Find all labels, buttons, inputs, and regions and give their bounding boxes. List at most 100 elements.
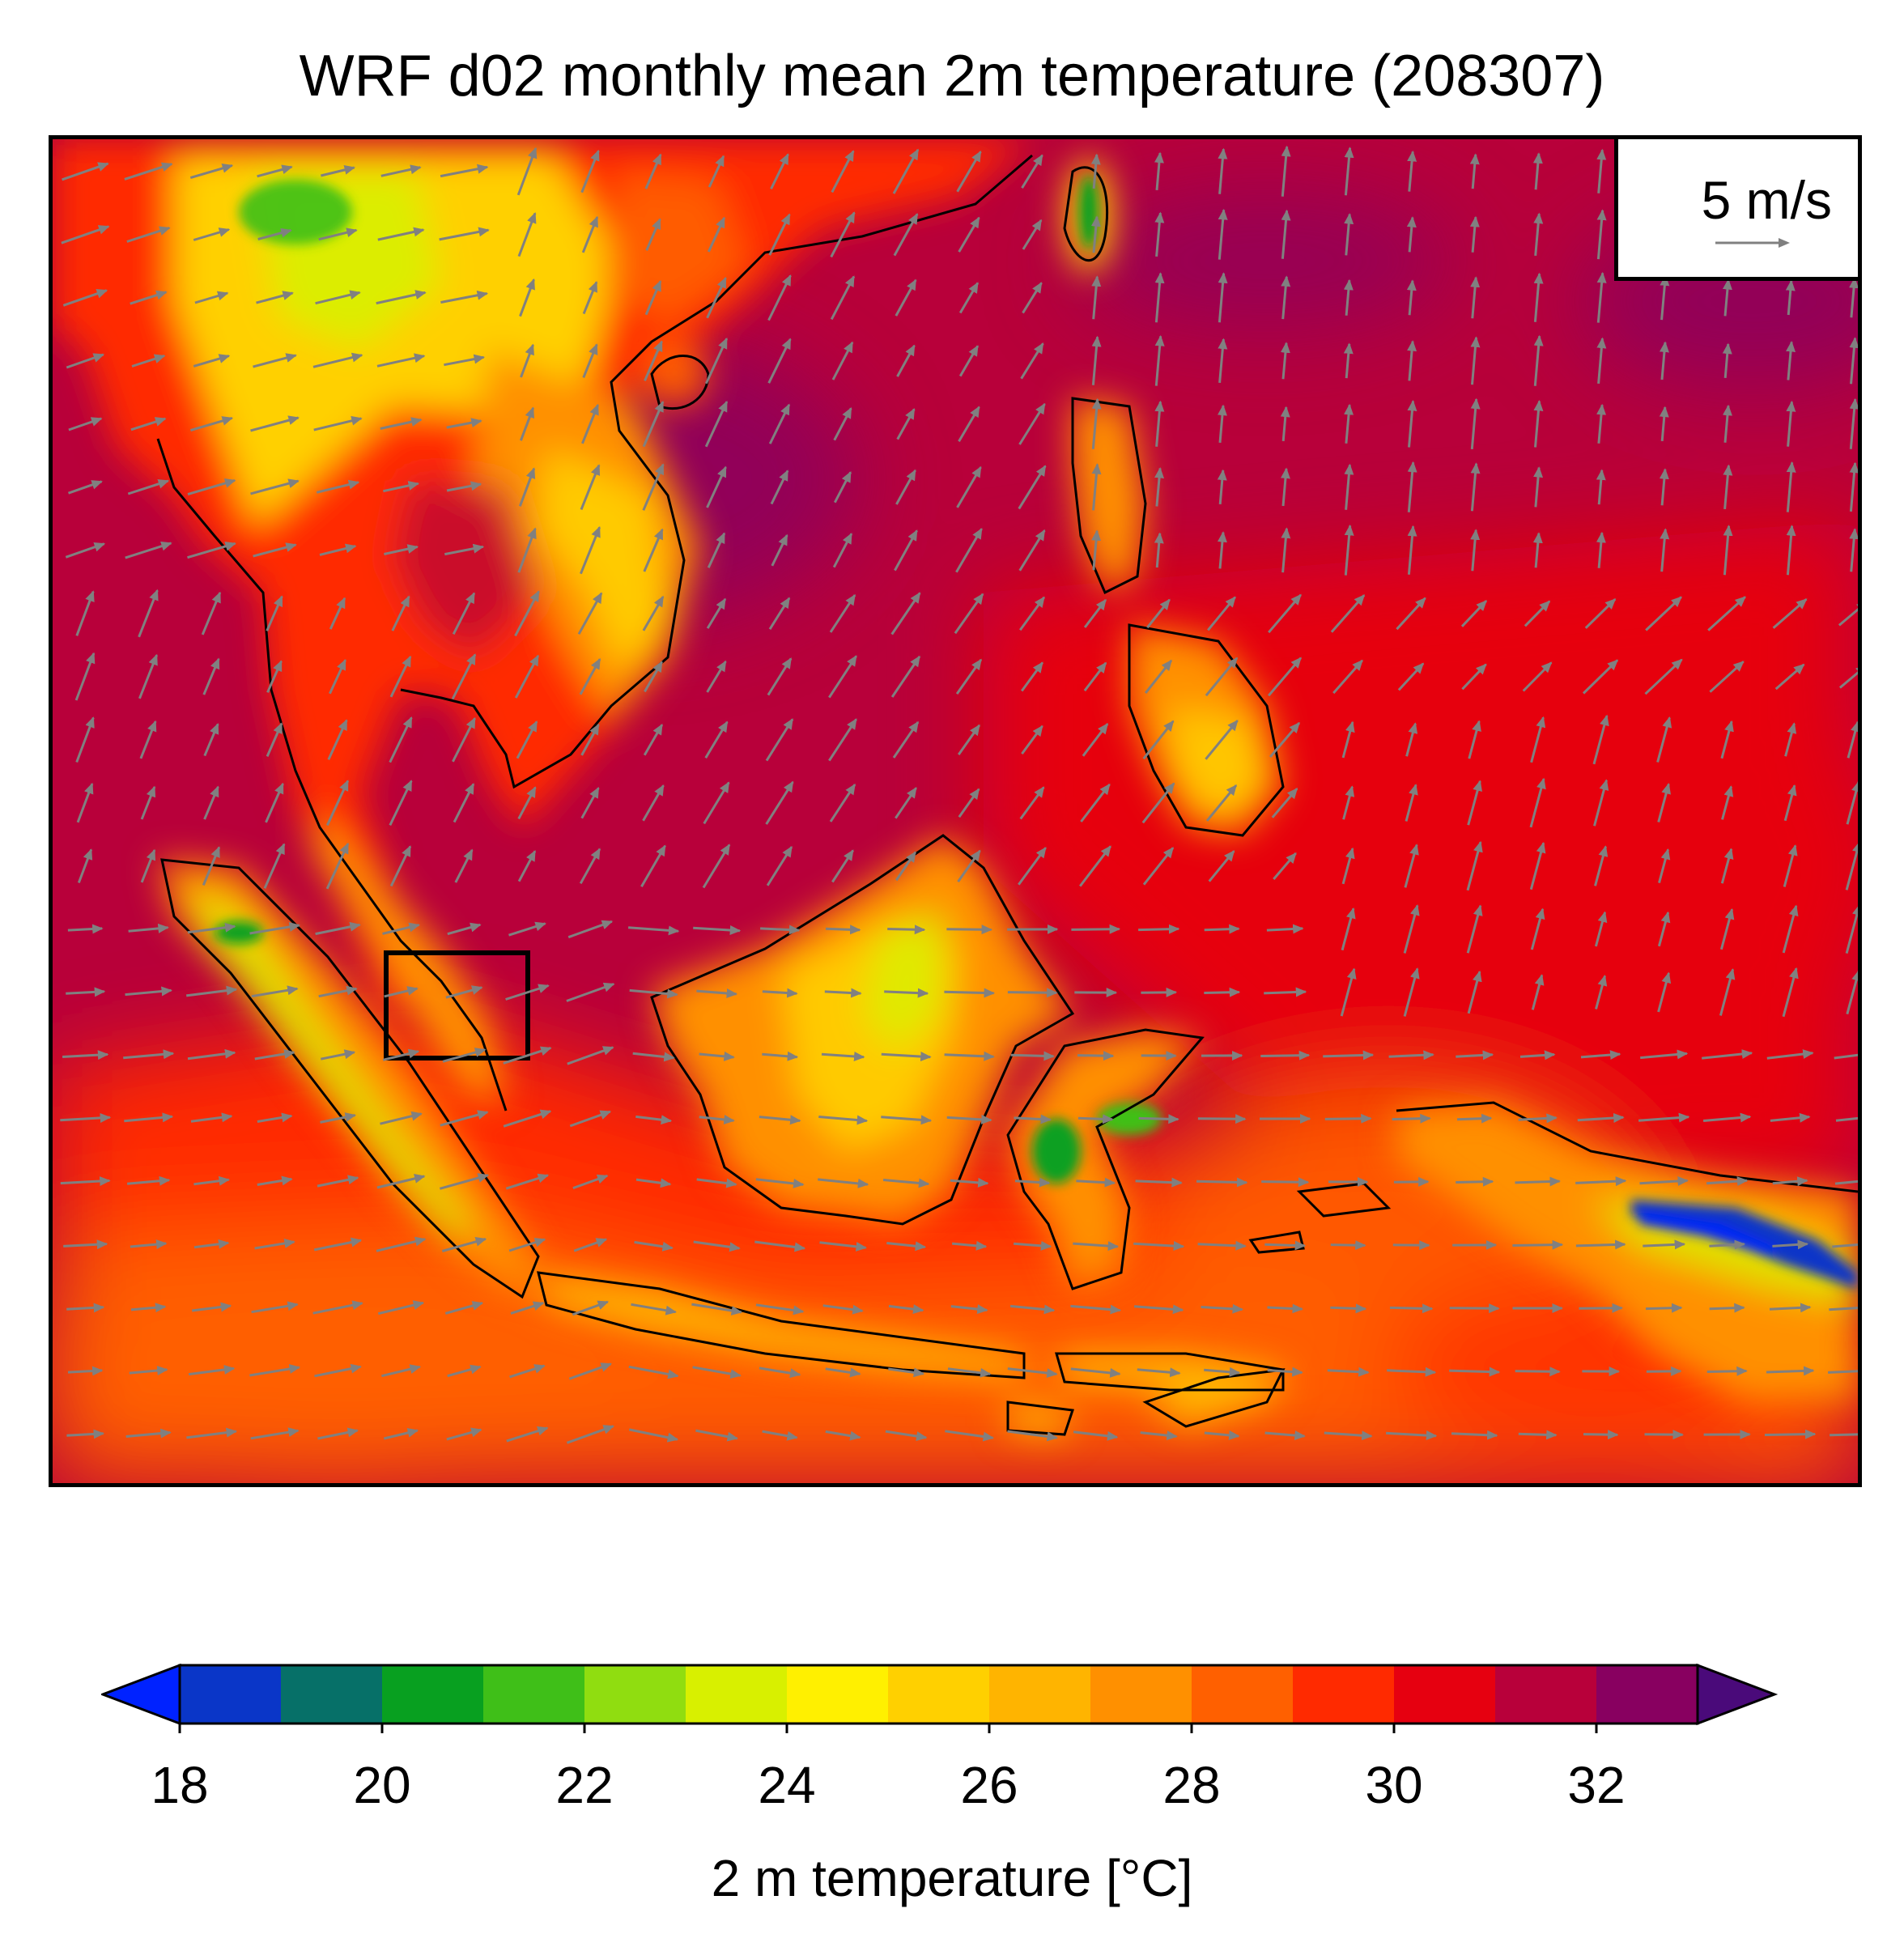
colorbar-over-triangle — [1696, 1663, 1779, 1726]
wind-arrow — [65, 542, 106, 559]
wind-arrow — [822, 1304, 864, 1315]
wind-arrow — [1406, 216, 1417, 253]
wind-arrow — [1018, 465, 1047, 510]
wind-arrow — [444, 1301, 484, 1315]
wind-arrow — [830, 275, 856, 321]
wind-arrow — [516, 720, 538, 759]
wind-arrow — [382, 922, 420, 935]
wind-arrow — [567, 920, 614, 939]
wind-arrow — [439, 227, 490, 241]
wind-arrow — [376, 353, 426, 368]
wind-arrow — [1020, 661, 1044, 692]
wind-arrow — [958, 216, 980, 253]
wind-arrow — [1267, 1367, 1303, 1377]
wind-arrow — [257, 1175, 293, 1186]
wind-arrow — [759, 1367, 801, 1379]
wind-arrow — [1406, 279, 1417, 316]
wind-arrow — [946, 1114, 992, 1124]
wind-arrow — [567, 1046, 614, 1065]
wind-arrow — [1007, 1367, 1058, 1379]
wind-arrow — [1849, 461, 1858, 512]
wind-arrow — [1766, 1366, 1815, 1376]
wind-arrow — [68, 480, 103, 495]
wind-arrow — [888, 1367, 925, 1378]
wind-arrow — [635, 1115, 673, 1125]
wind-arrow — [124, 162, 173, 181]
wind-arrow — [67, 1366, 104, 1376]
wind-arrow — [380, 164, 422, 177]
wind-arrow — [62, 1050, 109, 1061]
wind-arrow — [1341, 720, 1355, 759]
wind-arrow — [1847, 720, 1858, 759]
wind-arrow — [704, 720, 729, 759]
wind-arrow — [1770, 1112, 1811, 1123]
wind-arrow — [1533, 212, 1544, 257]
wind-arrow — [313, 415, 363, 431]
wind-arrow — [958, 788, 980, 818]
wind-arrow — [1091, 529, 1102, 571]
wind-arrow — [189, 164, 234, 180]
wind-arrow — [124, 1112, 174, 1123]
wind-arrow — [1264, 987, 1307, 997]
wind-arrow — [1532, 532, 1543, 568]
wind-arrow — [1154, 151, 1164, 191]
wind-arrow — [1018, 846, 1047, 886]
wind-arrow — [755, 1303, 805, 1316]
wind-arrow — [640, 844, 666, 887]
wind-arrow — [202, 657, 220, 695]
wind-arrow — [377, 1300, 425, 1316]
wind-arrow — [1407, 340, 1417, 381]
wind-arrow — [1719, 968, 1736, 1016]
wind-arrow — [1524, 600, 1551, 627]
wind-arrow — [1518, 1430, 1558, 1440]
wind-arrow — [569, 1110, 612, 1128]
wind-arrow — [451, 653, 477, 700]
wind-arrow — [1709, 1303, 1745, 1313]
wind-arrow — [1020, 342, 1044, 380]
wind-arrow — [1079, 845, 1111, 887]
wind-arrow — [66, 987, 106, 997]
wind-arrow — [1772, 1239, 1809, 1250]
wind-arrow — [1407, 461, 1417, 512]
wind-arrow — [833, 470, 852, 504]
wind-arrow — [1281, 275, 1291, 320]
wind-arrow — [312, 352, 363, 368]
wind-arrow — [829, 783, 856, 822]
wind-arrow — [1644, 658, 1683, 695]
wind-arrow — [192, 1302, 232, 1312]
wind-arrow — [329, 597, 346, 630]
wind-arrow — [257, 164, 293, 178]
wind-arrow — [1217, 404, 1227, 444]
colorbar-bin — [180, 1665, 282, 1724]
colorbar-bin — [281, 1665, 383, 1724]
wind-arrow — [1594, 911, 1608, 947]
wind-arrow — [254, 1049, 295, 1061]
colorbar-bin — [1596, 1665, 1698, 1724]
wind-arrow — [384, 986, 419, 998]
wind-arrow — [68, 417, 103, 431]
wind-arrow — [1389, 1303, 1434, 1314]
wind-arrow — [1197, 1114, 1247, 1124]
wind-arrow — [832, 532, 853, 568]
wind-arrow — [759, 1115, 801, 1125]
wind-arrow — [447, 1364, 482, 1378]
wind-arrow — [1829, 1307, 1858, 1311]
wind-arrow — [1091, 397, 1102, 449]
wind-arrow — [186, 1427, 238, 1439]
wind-arrow — [193, 227, 231, 241]
wind-arrow — [1533, 272, 1544, 322]
wind-arrow — [1205, 657, 1239, 697]
wind-arrow — [1645, 1303, 1683, 1313]
wind-arrow — [1529, 777, 1546, 828]
colorbar-label: 2 m temperature [°C] — [711, 1849, 1193, 1907]
wind-arrow — [1218, 208, 1228, 260]
wind-arrow — [699, 1051, 735, 1061]
wind-arrow — [1133, 1241, 1185, 1252]
wind-arrow — [958, 345, 980, 377]
wind-arrow — [1772, 1176, 1808, 1187]
wind-arrow — [1013, 1240, 1052, 1251]
wind-arrow — [1154, 334, 1165, 386]
wind-arrow — [266, 722, 283, 757]
wind-arrow — [266, 595, 283, 631]
wind-arrow — [389, 845, 412, 887]
